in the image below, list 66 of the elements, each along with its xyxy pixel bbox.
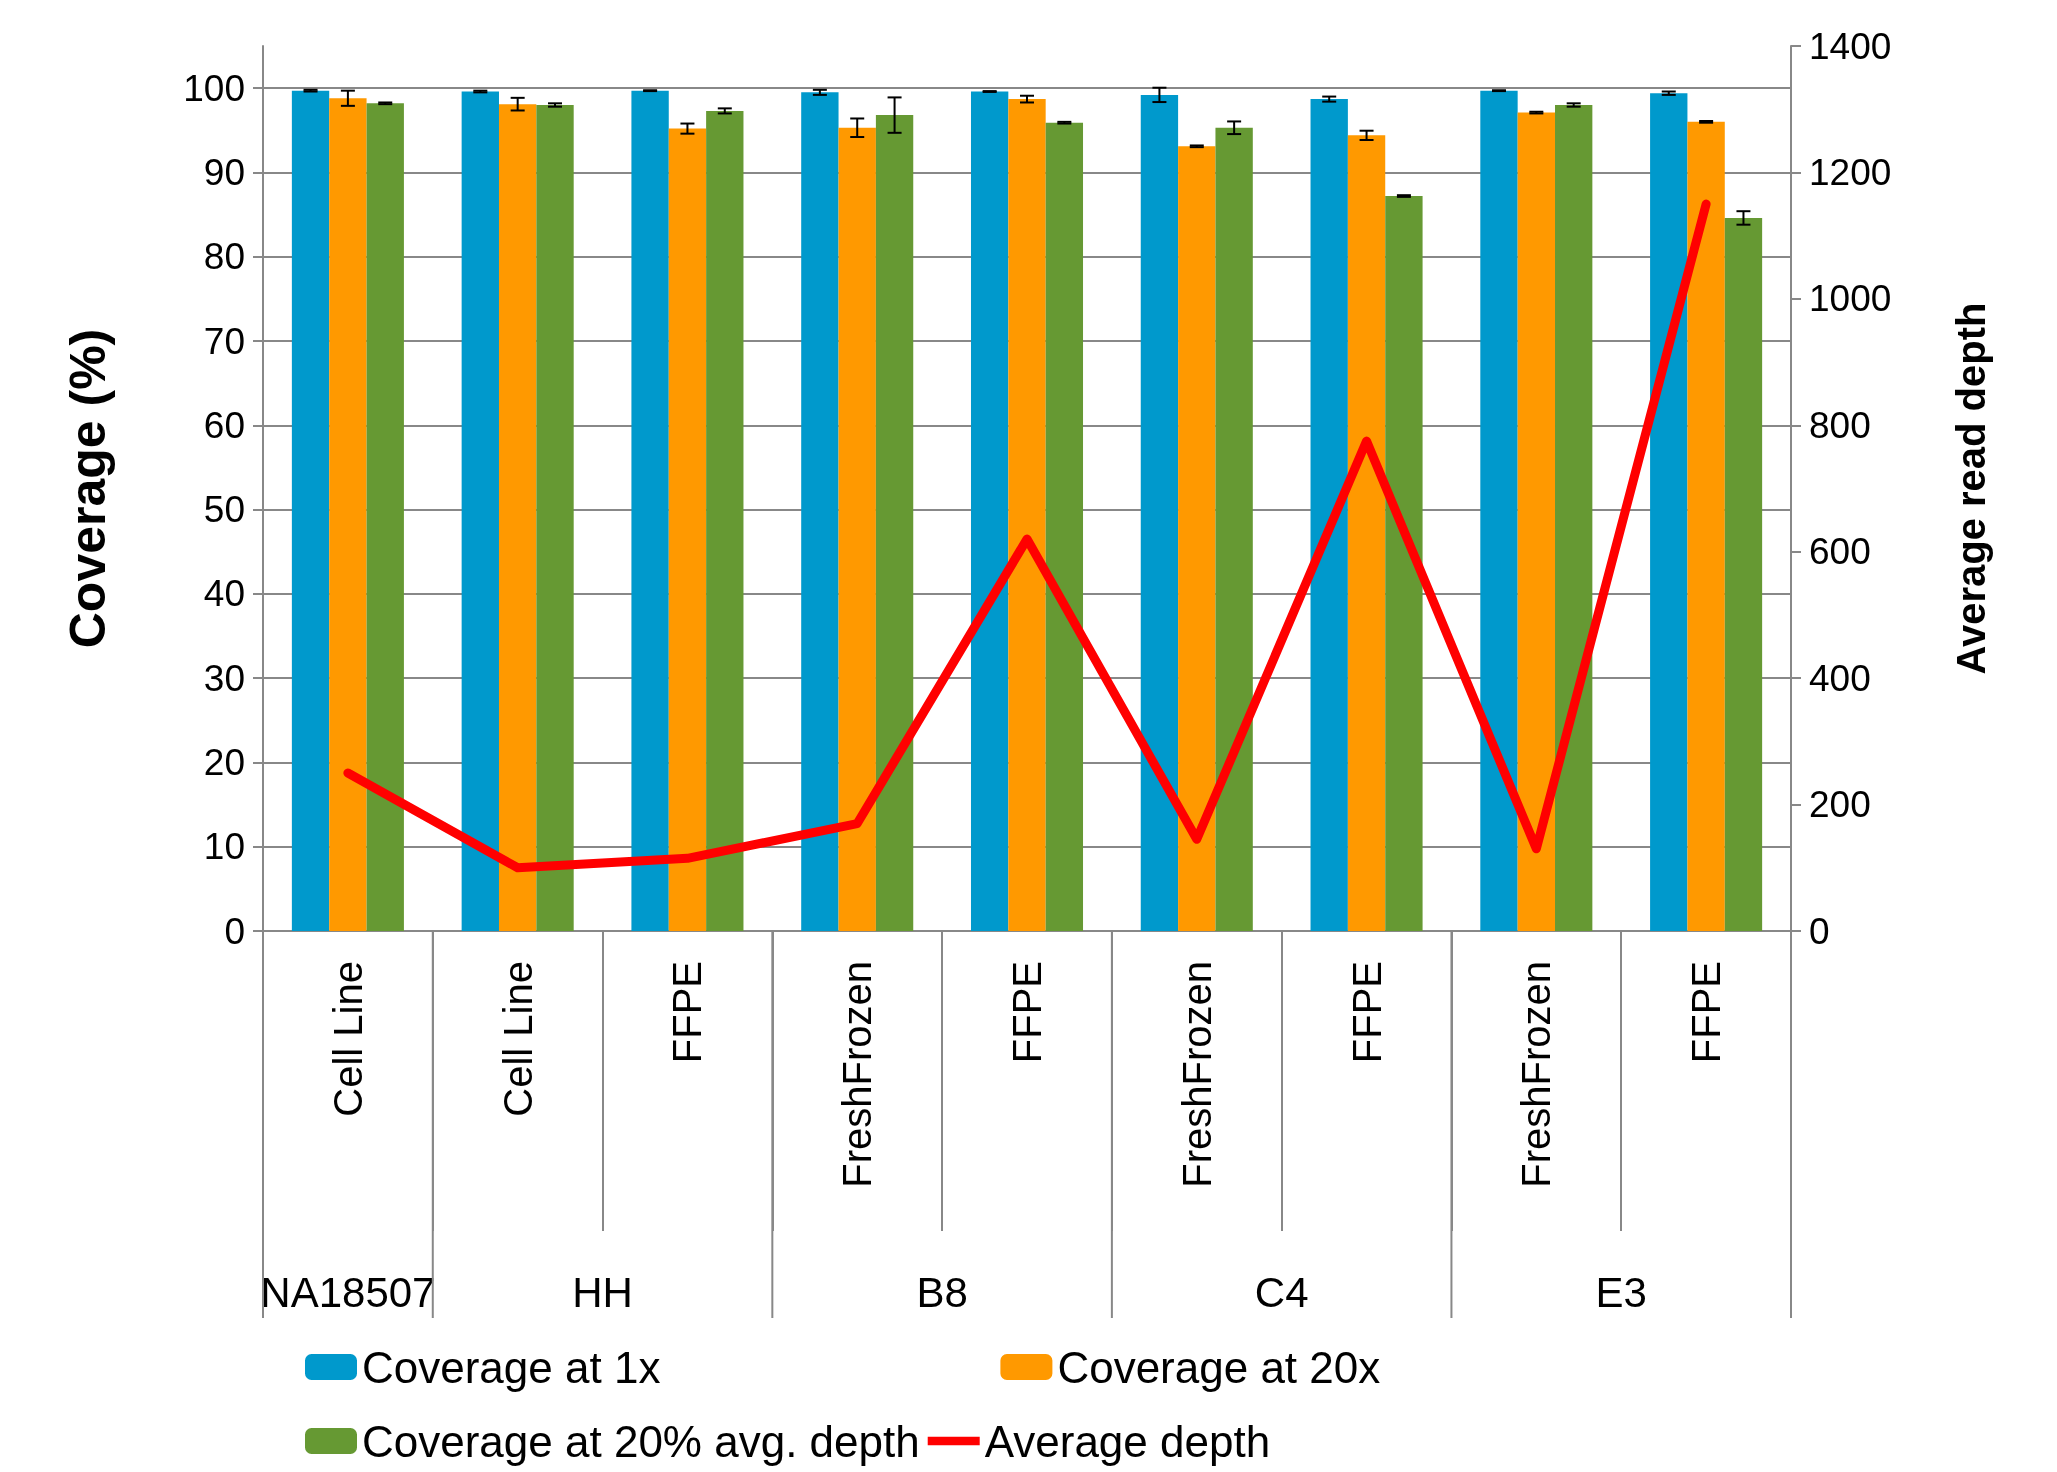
bar [631, 90, 669, 931]
y-tick-label: 90 [203, 151, 245, 193]
bar [801, 92, 839, 931]
x-tick-label: FFPE [1005, 961, 1049, 1064]
bar [1555, 105, 1593, 931]
y2-tick-label: 800 [1809, 404, 1871, 446]
bar [1480, 90, 1518, 931]
bar [536, 105, 574, 931]
y-axis-title: Coverage (%) [60, 328, 116, 649]
legend-label: Average depth [984, 1416, 1271, 1466]
y2-tick-label: 1400 [1809, 25, 1892, 67]
bar [1650, 93, 1688, 931]
x-tick-label: FFPE [1344, 961, 1389, 1064]
x-tick-label: FreshFrozen [1514, 961, 1559, 1188]
x-tick-label: FFPE [665, 961, 710, 1064]
bar [1178, 146, 1216, 931]
y2-tick-label: 400 [1809, 657, 1871, 699]
x-tick-label: FreshFrozen [835, 961, 880, 1188]
bar [1347, 135, 1386, 931]
bar [1140, 94, 1179, 931]
x-tick-label: FFPE [1684, 961, 1729, 1064]
legend-label: Coverage at 1x [362, 1342, 661, 1392]
bar [1517, 112, 1556, 931]
x-tick-label: Cell Line [495, 961, 540, 1117]
y-tick-label: 30 [203, 657, 245, 699]
bar [329, 98, 367, 931]
bar [668, 128, 707, 931]
bar [1310, 99, 1348, 931]
legend-label: Coverage at 20x [1057, 1342, 1381, 1392]
y-tick-label: 50 [203, 489, 245, 531]
y-tick-label: 60 [203, 404, 245, 446]
y-tick-label: 100 [183, 67, 245, 109]
text: C4 [1254, 1268, 1309, 1316]
y-tick-label: 40 [203, 573, 245, 615]
y-tick-label: 80 [203, 236, 245, 278]
bar [1008, 99, 1046, 931]
y2-tick-label: 1000 [1809, 278, 1892, 320]
y-tick-label: 70 [203, 320, 245, 362]
bar [1215, 127, 1253, 931]
bar [498, 104, 537, 931]
y2-tick-label: 0 [1809, 910, 1830, 952]
bar [1687, 121, 1725, 931]
text: E3 [1595, 1268, 1647, 1316]
y2-axis-title: Average read depth [1949, 302, 1993, 675]
y2-tick-label: 1200 [1809, 151, 1892, 193]
y-tick-label: 20 [203, 741, 245, 783]
bar [461, 91, 499, 931]
y2-tick-label: 200 [1809, 784, 1871, 826]
text: NA18507 [260, 1268, 436, 1316]
x-tick-label: Cell Line [325, 961, 370, 1117]
bar [875, 115, 914, 931]
bar [706, 110, 744, 931]
bar [970, 91, 1009, 931]
legend-label: Coverage at 20% avg. depth [362, 1416, 920, 1466]
y-tick-label: 10 [203, 826, 245, 868]
text: B8 [916, 1268, 968, 1316]
bar [1724, 217, 1763, 931]
bar [291, 90, 330, 931]
y2-tick-label: 600 [1809, 531, 1871, 573]
text: HH [572, 1268, 633, 1316]
bar [366, 103, 404, 931]
bar [838, 127, 876, 931]
bar [1045, 122, 1084, 931]
x-tick-label: FreshFrozen [1174, 961, 1219, 1188]
bar [1385, 196, 1423, 931]
y-tick-label: 0 [224, 910, 245, 952]
